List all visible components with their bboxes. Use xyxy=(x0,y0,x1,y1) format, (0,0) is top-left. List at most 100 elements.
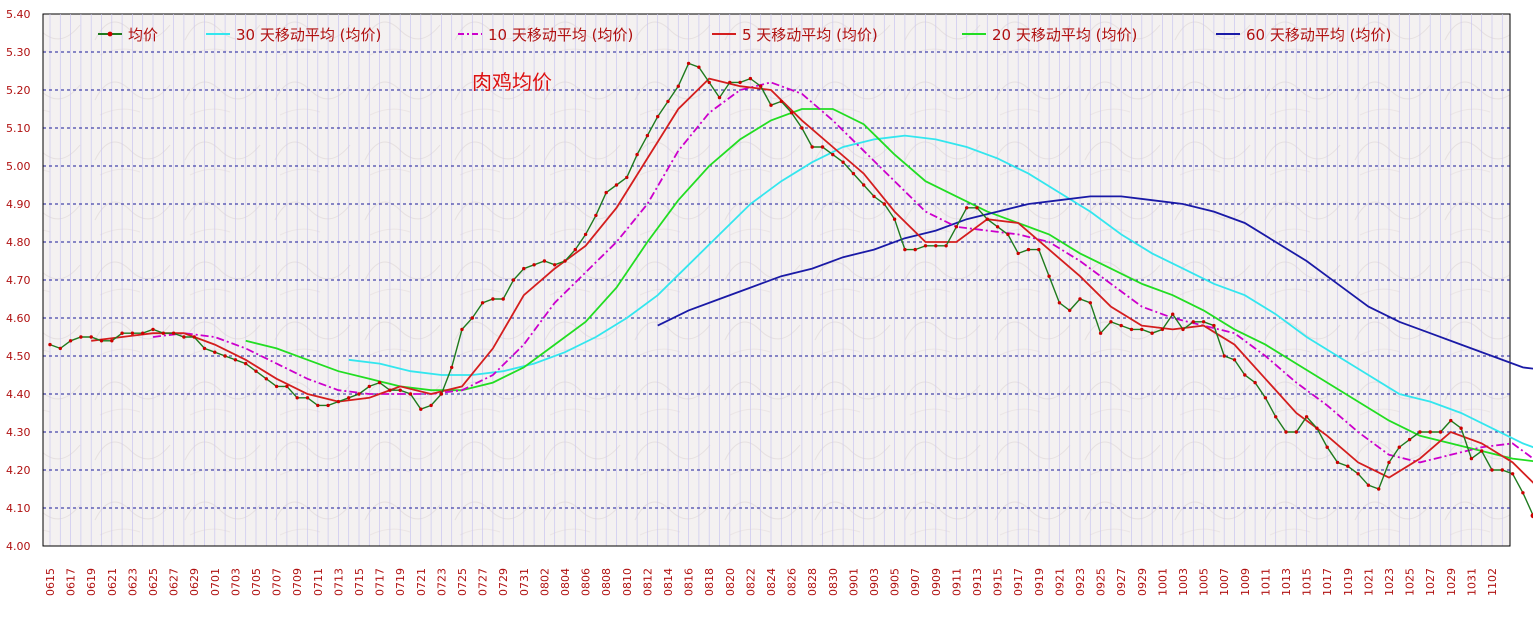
data-point xyxy=(326,404,329,407)
data-point xyxy=(1501,468,1504,471)
data-point xyxy=(450,366,453,369)
x-tick-label: 0731 xyxy=(518,568,531,596)
data-point xyxy=(172,332,175,335)
x-tick-label: 0629 xyxy=(188,568,201,596)
data-point xyxy=(1109,320,1112,323)
data-point xyxy=(440,392,443,395)
x-tick-label: 0923 xyxy=(1074,568,1087,596)
x-tick-label: 0911 xyxy=(950,568,963,596)
data-point xyxy=(162,332,165,335)
data-point xyxy=(213,351,216,354)
legend-marker xyxy=(108,32,113,37)
data-point xyxy=(1140,328,1143,331)
y-tick-label: 4.70 xyxy=(6,274,31,287)
data-point xyxy=(532,263,535,266)
y-tick-label: 5.20 xyxy=(6,84,31,97)
chart-title: 肉鸡均价 xyxy=(472,70,552,94)
data-point xyxy=(1398,446,1401,449)
data-point xyxy=(656,115,659,118)
x-tick-label: 0824 xyxy=(765,568,778,596)
data-point xyxy=(584,233,587,236)
data-point xyxy=(852,172,855,175)
data-point xyxy=(182,335,185,338)
data-point xyxy=(666,100,669,103)
data-point xyxy=(1449,419,1452,422)
x-tick-label: 0820 xyxy=(724,568,737,596)
data-point xyxy=(872,195,875,198)
data-point xyxy=(100,339,103,342)
data-point xyxy=(893,218,896,221)
y-tick-label: 5.10 xyxy=(6,122,31,135)
data-point xyxy=(1089,301,1092,304)
x-tick-label: 1019 xyxy=(1342,568,1355,596)
data-point xyxy=(955,225,958,228)
data-point xyxy=(1181,328,1184,331)
data-point xyxy=(553,263,556,266)
data-point xyxy=(1027,248,1030,251)
x-tick-label: 1025 xyxy=(1404,568,1417,596)
x-tick-label: 0830 xyxy=(827,568,840,596)
x-tick-label: 0810 xyxy=(621,568,634,596)
data-point xyxy=(975,206,978,209)
data-point xyxy=(738,81,741,84)
x-tick-label: 0915 xyxy=(992,568,1005,596)
x-tick-label: 0723 xyxy=(435,568,448,596)
x-tick-label: 0721 xyxy=(415,568,428,596)
x-tick-label: 1007 xyxy=(1218,568,1231,596)
data-point xyxy=(1439,430,1442,433)
data-point xyxy=(1058,301,1061,304)
y-tick-label: 5.30 xyxy=(6,46,31,59)
data-point xyxy=(718,96,721,99)
data-point xyxy=(1418,430,1421,433)
x-tick-label: 0623 xyxy=(126,568,139,596)
data-point xyxy=(944,244,947,247)
data-point xyxy=(543,259,546,262)
data-point xyxy=(234,358,237,361)
data-point xyxy=(1511,472,1514,475)
data-point xyxy=(635,153,638,156)
data-point xyxy=(48,343,51,346)
x-tick-label: 1017 xyxy=(1321,568,1334,596)
data-point xyxy=(399,389,402,392)
x-tick-label: 0701 xyxy=(209,568,222,596)
x-tick-label: 0625 xyxy=(147,568,160,596)
data-point xyxy=(1212,324,1215,327)
x-tick-label: 0617 xyxy=(65,568,78,596)
data-point xyxy=(378,381,381,384)
y-axis-ticks: 4.004.104.204.304.404.504.604.704.804.90… xyxy=(6,8,31,553)
data-point xyxy=(1078,297,1081,300)
data-point xyxy=(903,248,906,251)
x-tick-label: 0913 xyxy=(971,568,984,596)
x-tick-label: 0919 xyxy=(1033,568,1046,596)
data-point xyxy=(1284,430,1287,433)
data-point xyxy=(862,183,865,186)
data-point xyxy=(337,400,340,403)
x-tick-label: 0713 xyxy=(332,568,345,596)
data-point xyxy=(347,396,350,399)
x-tick-label: 0822 xyxy=(744,568,757,596)
data-point xyxy=(1243,373,1246,376)
data-point xyxy=(141,332,144,335)
data-point xyxy=(934,244,937,247)
data-point xyxy=(296,396,299,399)
data-point xyxy=(1377,487,1380,490)
x-tick-label: 1001 xyxy=(1156,568,1169,596)
data-point xyxy=(811,145,814,148)
legend-label: 均价 xyxy=(128,26,158,44)
data-point xyxy=(759,85,762,88)
data-point xyxy=(357,392,360,395)
data-point xyxy=(223,354,226,357)
data-point xyxy=(1233,358,1236,361)
data-point xyxy=(1223,354,1226,357)
x-tick-label: 1031 xyxy=(1465,568,1478,596)
data-point xyxy=(1150,332,1153,335)
legend-label: 10 天移动平均 (均价) xyxy=(488,26,633,44)
x-tick-label: 0814 xyxy=(662,568,675,596)
data-point xyxy=(924,244,927,247)
data-point xyxy=(1429,430,1432,433)
data-point xyxy=(605,191,608,194)
x-tick-label: 1102 xyxy=(1486,568,1499,596)
data-point xyxy=(409,392,412,395)
